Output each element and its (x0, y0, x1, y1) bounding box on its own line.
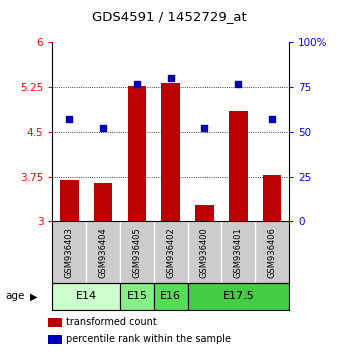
Point (269, 116, 275, 122)
Point (134, 81, 140, 86)
Text: GSM936404: GSM936404 (99, 227, 107, 278)
Text: E14: E14 (76, 291, 97, 302)
Bar (229, 111, 247, 221)
Bar (94, 183, 113, 221)
Point (100, 125, 106, 131)
Text: GSM936402: GSM936402 (166, 227, 175, 278)
Text: GSM936403: GSM936403 (65, 227, 74, 278)
Text: GSM936405: GSM936405 (132, 227, 141, 278)
Text: GSM936401: GSM936401 (234, 227, 243, 278)
Bar (154, 283, 188, 310)
Text: age: age (5, 291, 24, 302)
Text: GDS4591 / 1452729_at: GDS4591 / 1452729_at (92, 10, 246, 23)
Bar (128, 86, 146, 221)
Bar (48, 335, 62, 344)
Bar (48, 318, 62, 327)
Point (202, 125, 207, 131)
Text: GSM936400: GSM936400 (200, 227, 209, 278)
Text: E17.5: E17.5 (222, 291, 254, 302)
Point (67, 116, 72, 122)
Bar (52, 283, 120, 310)
Bar (162, 83, 180, 221)
Text: ▶: ▶ (30, 291, 38, 302)
Bar (188, 283, 289, 310)
Point (168, 75, 173, 81)
Text: E16: E16 (160, 291, 181, 302)
Bar (195, 205, 214, 221)
Point (236, 81, 241, 86)
Text: percentile rank within the sample: percentile rank within the sample (66, 335, 231, 344)
Bar (263, 175, 281, 221)
Bar (120, 283, 154, 310)
Text: E15: E15 (126, 291, 147, 302)
Text: GSM936406: GSM936406 (268, 227, 276, 278)
Bar (60, 179, 78, 221)
Text: transformed count: transformed count (66, 318, 156, 327)
